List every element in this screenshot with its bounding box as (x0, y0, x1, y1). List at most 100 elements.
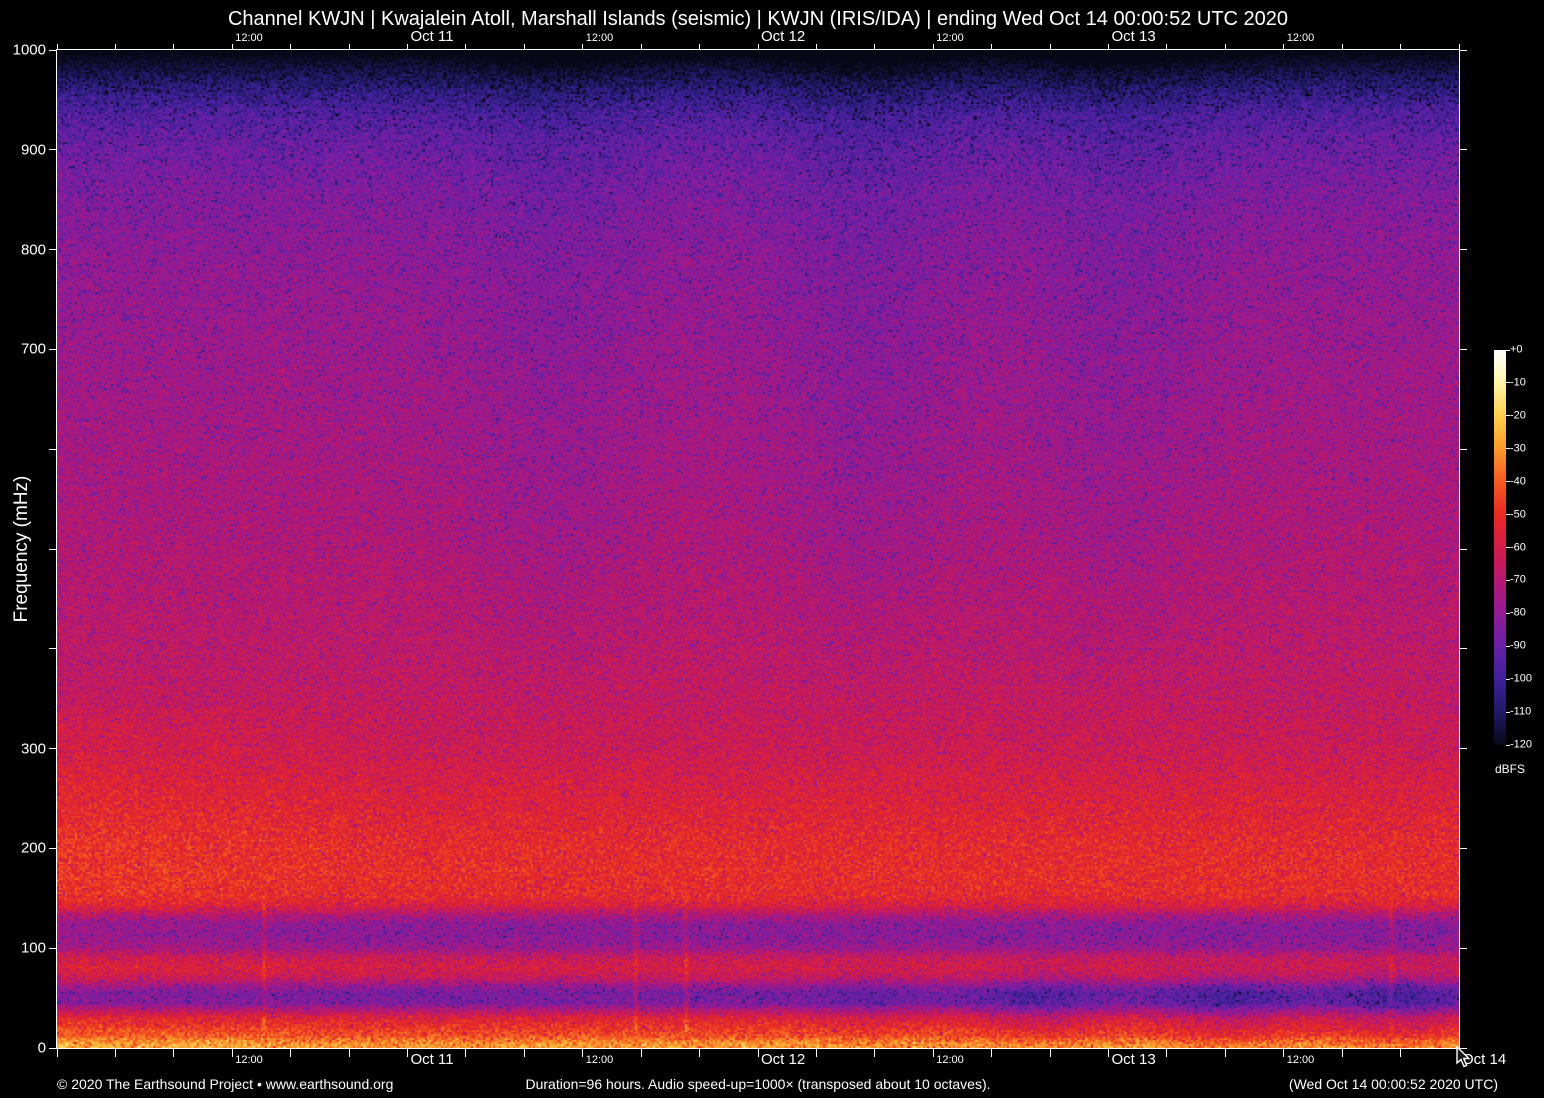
x-tick-bottom (758, 1048, 759, 1057)
x-tick-top (1225, 44, 1226, 50)
x-tick-top (1400, 44, 1401, 50)
x-axis-label-bottom: 12:00 (936, 1055, 964, 1066)
x-tick-top (1283, 44, 1284, 50)
spectrogram-image (57, 50, 1459, 1048)
x-tick-top (1108, 44, 1109, 50)
x-tick-bottom (232, 1048, 233, 1057)
x-tick-top (758, 44, 759, 50)
x-tick-top (349, 44, 350, 50)
x-tick-top (232, 44, 233, 50)
x-axis-label-top: 12:00 (235, 33, 263, 44)
y-tick-right (1459, 50, 1467, 51)
colorbar-tick-label: -10 (1510, 377, 1526, 388)
x-tick-top (933, 44, 934, 50)
colorbar-tick-label: -30 (1510, 443, 1526, 454)
y-tick (49, 449, 57, 450)
x-tick-top (991, 44, 992, 50)
y-tick (49, 948, 57, 949)
x-tick-bottom (874, 1048, 875, 1057)
y-tick (49, 149, 57, 150)
colorbar-unit-label: dBFS (1488, 762, 1532, 776)
x-tick-bottom (1050, 1048, 1051, 1057)
x-tick-bottom (407, 1048, 408, 1057)
x-tick-top (407, 44, 408, 50)
page-title: Channel KWJN | Kwajalein Atoll, Marshall… (57, 8, 1459, 31)
x-tick-top (173, 44, 174, 50)
spectrogram-page: Channel KWJN | Kwajalein Atoll, Marshall… (0, 0, 1544, 1098)
x-tick-bottom (290, 1048, 291, 1057)
y-axis-title: Frequency (mHz) (11, 476, 33, 623)
x-axis-label-top: 12:00 (936, 33, 964, 44)
x-tick-bottom (173, 1048, 174, 1057)
x-tick-top (1050, 44, 1051, 50)
x-tick-top (465, 44, 466, 50)
colorbar-tick-label: -70 (1510, 575, 1526, 586)
y-tick-label: 0 (2, 1041, 46, 1056)
y-tick (49, 748, 57, 749)
y-tick-right (1459, 648, 1467, 649)
y-tick (49, 349, 57, 350)
y-tick-right (1459, 349, 1467, 350)
colorbar (1494, 350, 1506, 745)
x-tick-top (57, 44, 58, 50)
x-tick-bottom (1108, 1048, 1109, 1057)
y-tick (49, 848, 57, 849)
x-tick-bottom (699, 1048, 700, 1057)
x-tick-bottom (524, 1048, 525, 1057)
x-axis-label-bottom: 12:00 (586, 1055, 614, 1066)
y-tick-right (1459, 748, 1467, 749)
colorbar-tick-label: -110 (1510, 707, 1531, 718)
y-tick-label: 800 (2, 242, 46, 257)
colorbar-tick-label: -20 (1510, 410, 1526, 421)
x-tick-top (524, 44, 525, 50)
x-tick-top (582, 44, 583, 50)
footer-timestamp: (Wed Oct 14 00:00:52 2020 UTC) (1289, 1076, 1498, 1092)
x-axis-label-bottom: 12:00 (1287, 1055, 1315, 1066)
x-tick-top (1166, 44, 1167, 50)
colorbar-tick-label: +0 (1510, 345, 1523, 356)
x-axis-label-bottom: 12:00 (235, 1055, 263, 1066)
colorbar-tick-label: -40 (1510, 476, 1526, 487)
x-tick-top (290, 44, 291, 50)
y-tick-right (1459, 449, 1467, 450)
y-tick (49, 249, 57, 250)
x-tick-bottom (1342, 1048, 1343, 1057)
x-axis-label-bottom: Oct 12 (761, 1052, 805, 1067)
footer-copyright: © 2020 The Earthsound Project • www.eart… (57, 1076, 393, 1092)
x-tick-top (699, 44, 700, 50)
y-tick-label: 300 (2, 741, 46, 756)
y-tick-right (1459, 249, 1467, 250)
x-tick-bottom (1400, 1048, 1401, 1057)
x-axis-label-top: Oct 13 (1112, 29, 1156, 44)
colorbar-tick-label: -60 (1510, 542, 1526, 553)
y-tick-label: 200 (2, 841, 46, 856)
x-tick-top (816, 44, 817, 50)
x-axis-label-top: 12:00 (586, 33, 614, 44)
y-tick-label: 900 (2, 142, 46, 157)
colorbar-tick-label: -120 (1510, 740, 1532, 751)
x-tick-bottom (933, 1048, 934, 1057)
x-tick-top (641, 44, 642, 50)
x-tick-bottom (115, 1048, 116, 1057)
x-axis-label-bottom: Oct 11 (411, 1052, 454, 1067)
y-tick-right (1459, 549, 1467, 550)
y-tick (49, 648, 57, 649)
footer-duration: Duration=96 hours. Audio speed-up=1000× … (525, 1076, 990, 1092)
x-tick-top (115, 44, 116, 50)
y-tick-right (1459, 848, 1467, 849)
x-tick-bottom (582, 1048, 583, 1057)
x-tick-top (874, 44, 875, 50)
colorbar-tick-label: -80 (1510, 608, 1526, 619)
x-axis-label-top: 12:00 (1287, 33, 1315, 44)
colorbar-tick-label: -50 (1510, 509, 1526, 520)
x-tick-bottom (816, 1048, 817, 1057)
x-tick-bottom (349, 1048, 350, 1057)
x-axis-label-top: Oct 11 (411, 29, 454, 44)
x-axis-label-top: Oct 12 (761, 29, 805, 44)
x-tick-bottom (1283, 1048, 1284, 1057)
x-tick-top (1459, 44, 1460, 50)
x-tick-bottom (1225, 1048, 1226, 1057)
y-tick-label: 100 (2, 941, 46, 956)
y-tick-right (1459, 948, 1467, 949)
x-axis-label-bottom: Oct 13 (1112, 1052, 1156, 1067)
